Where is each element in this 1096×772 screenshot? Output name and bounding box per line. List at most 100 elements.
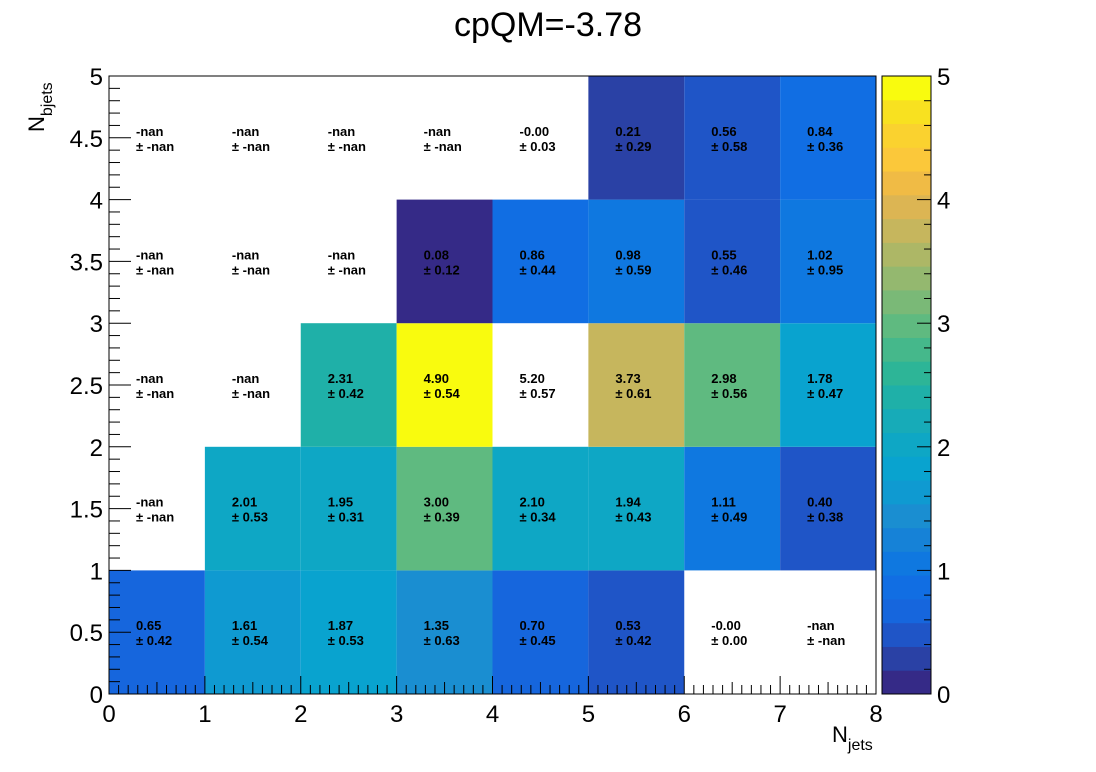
x-tick-label: 2 bbox=[294, 701, 307, 728]
cell-value-label: 0.53 bbox=[615, 618, 640, 633]
colorbar-segment bbox=[882, 76, 931, 101]
y-tick-label: 2 bbox=[90, 435, 103, 462]
heatmap-cell bbox=[300, 323, 397, 447]
cell-value-label: 5.20 bbox=[520, 371, 545, 386]
heatmap-cell bbox=[300, 570, 397, 694]
cell-error-label: ± 0.31 bbox=[328, 510, 364, 525]
heatmap-cell bbox=[492, 446, 589, 571]
cell-error-label: ± -nan bbox=[807, 633, 845, 648]
colorbar-segment bbox=[882, 670, 931, 695]
cell-error-label: ± 0.63 bbox=[424, 633, 460, 648]
cell-error-label: ± 0.29 bbox=[615, 139, 651, 154]
colorbar-segment bbox=[882, 408, 931, 434]
heatmap-cell bbox=[396, 446, 493, 571]
colorbar-tick-label: 1 bbox=[937, 558, 950, 585]
colorbar-tick-label: 3 bbox=[937, 311, 950, 338]
heatmap-cell bbox=[588, 76, 685, 200]
cell-error-label: ± -nan bbox=[136, 139, 174, 154]
cell-error-label: ± -nan bbox=[136, 262, 174, 277]
y-tick-label: 0.5 bbox=[70, 620, 103, 647]
cell-error-label: ± 0.36 bbox=[807, 139, 843, 154]
y-tick-label: 4 bbox=[90, 188, 103, 215]
colorbar-segment bbox=[882, 646, 931, 671]
colorbar-segment bbox=[882, 337, 931, 362]
cell-error-label: ± 0.53 bbox=[232, 510, 268, 525]
colorbar-segment bbox=[882, 575, 931, 600]
cell-value-label: -nan bbox=[232, 124, 260, 139]
x-tick-label: 7 bbox=[773, 701, 786, 728]
cell-error-label: ± 0.45 bbox=[520, 633, 556, 648]
cell-error-label: ± 0.57 bbox=[520, 386, 556, 401]
cell-value-label: 3.73 bbox=[615, 371, 640, 386]
cell-error-label: ± 0.56 bbox=[711, 386, 747, 401]
cell-value-label: -nan bbox=[328, 124, 356, 139]
colorbar-segment bbox=[882, 194, 931, 220]
cell-error-label: ± 0.34 bbox=[520, 510, 557, 525]
cell-error-label: ± 0.95 bbox=[807, 262, 843, 277]
colorbar-segment bbox=[882, 551, 931, 576]
cell-error-label: ± 0.58 bbox=[711, 139, 747, 154]
cell-value-label: 0.70 bbox=[520, 618, 545, 633]
cell-error-label: ± -nan bbox=[328, 262, 366, 277]
cell-value-label: -nan bbox=[807, 618, 835, 633]
x-tick-label: 1 bbox=[198, 701, 211, 728]
cell-error-label: ± 0.00 bbox=[711, 633, 747, 648]
cell-value-label: -nan bbox=[232, 247, 260, 262]
colorbar-frame bbox=[881, 75, 932, 695]
colorbar-segment bbox=[882, 171, 931, 196]
x-tick-label: 8 bbox=[869, 701, 882, 728]
colorbar-segment bbox=[882, 456, 931, 481]
colorbar-segment bbox=[882, 385, 931, 410]
cell-value-label: 1.95 bbox=[328, 495, 353, 510]
y-tick-label: 4.5 bbox=[70, 126, 103, 153]
heatmap-cell bbox=[396, 570, 493, 694]
cell-value-label: -nan bbox=[328, 247, 356, 262]
colorbar-tick-label: 4 bbox=[937, 188, 950, 215]
cell-error-label: ± 0.59 bbox=[615, 262, 651, 277]
cell-value-label: 1.02 bbox=[807, 247, 832, 262]
cell-value-label: 0.86 bbox=[520, 247, 545, 262]
heatmap-cell bbox=[588, 323, 685, 447]
x-tick-label: 6 bbox=[678, 701, 691, 728]
colorbar-segment bbox=[882, 218, 931, 243]
cell-value-label: 1.94 bbox=[615, 495, 641, 510]
cell-value-label: 0.84 bbox=[807, 124, 833, 139]
y-tick-label: 3 bbox=[90, 311, 103, 338]
cell-value-label: 1.11 bbox=[711, 495, 736, 510]
heatmap-cell bbox=[684, 199, 781, 324]
cell-value-label: 3.00 bbox=[424, 495, 449, 510]
cell-value-label: 1.87 bbox=[328, 618, 353, 633]
cell-error-label: ± 0.54 bbox=[232, 633, 269, 648]
cell-error-label: ± -nan bbox=[232, 139, 270, 154]
cell-value-label: 0.08 bbox=[424, 247, 449, 262]
y-tick-label: 2.5 bbox=[70, 373, 103, 400]
cell-value-label: -nan bbox=[136, 495, 164, 510]
colorbar-segment bbox=[882, 361, 931, 386]
cell-value-label: 0.21 bbox=[615, 124, 640, 139]
heatmap-cell bbox=[780, 446, 876, 571]
heatmap-cell bbox=[396, 323, 493, 447]
cell-error-label: ± -nan bbox=[136, 510, 174, 525]
cell-value-label: -nan bbox=[424, 124, 452, 139]
colorbar-tick-label: 2 bbox=[937, 435, 950, 462]
colorbar-segment bbox=[882, 527, 931, 552]
heatmap-cell bbox=[780, 199, 876, 324]
heatmap-cell bbox=[396, 199, 493, 324]
colorbar-segment bbox=[882, 598, 931, 624]
y-axis-title: Nbjets bbox=[24, 82, 56, 132]
y-tick-label: 1 bbox=[90, 558, 103, 585]
cell-value-label: 0.40 bbox=[807, 495, 832, 510]
cell-value-label: 2.01 bbox=[232, 495, 257, 510]
colorbar-segment bbox=[882, 622, 931, 647]
colorbar-segment bbox=[882, 289, 931, 315]
colorbar-segment bbox=[882, 147, 931, 172]
cell-value-label: 0.56 bbox=[711, 124, 736, 139]
cell-value-label: 2.10 bbox=[520, 495, 545, 510]
colorbar-tick-label: 0 bbox=[937, 682, 950, 709]
x-tick-label: 5 bbox=[582, 701, 595, 728]
heatmap-cell bbox=[204, 446, 301, 571]
heatmap-cell bbox=[300, 446, 397, 571]
y-tick-label: 1.5 bbox=[70, 497, 103, 524]
x-tick-label: 0 bbox=[102, 701, 115, 728]
